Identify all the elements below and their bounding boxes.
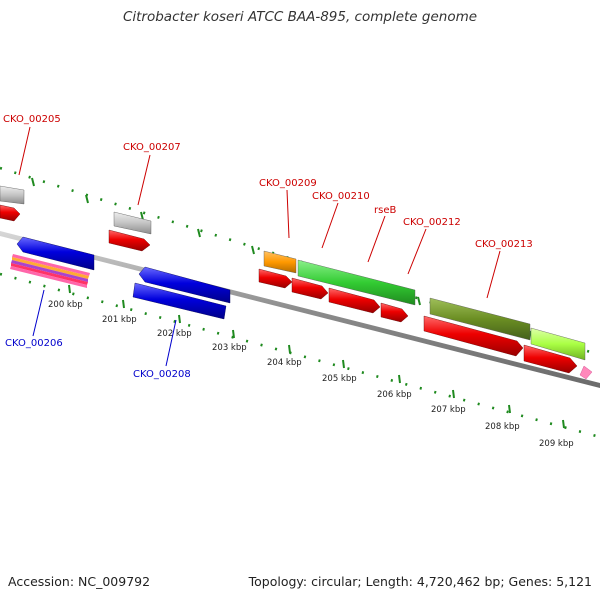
- scale-label: 202 kbp: [157, 329, 192, 339]
- cds-arrow-reverse[interactable]: [138, 266, 231, 304]
- scale-label: 205 kbp: [322, 374, 357, 384]
- outer-feature-track: [0, 185, 586, 361]
- reverse-gene-labels: CKO_00206 CKO_00208: [5, 338, 191, 380]
- gene-label[interactable]: CKO_00210: [312, 191, 370, 202]
- scale-label: 206 kbp: [377, 390, 412, 400]
- inner-major-ticks: [68, 284, 565, 429]
- callout-lines-reverse: [32, 289, 177, 367]
- forward-cds-track: [0, 204, 593, 380]
- striped-feature[interactable]: [10, 254, 90, 288]
- scale-label: 200 kbp: [48, 300, 83, 310]
- feature-gray[interactable]: [0, 185, 25, 205]
- cds-arrow-forward[interactable]: [423, 315, 524, 357]
- cds-arrow-forward[interactable]: [380, 302, 409, 323]
- gene-label[interactable]: CKO_00206: [5, 338, 63, 349]
- gene-label[interactable]: CKO_00208: [133, 369, 191, 380]
- map-title: Citrobacter koseri ATCC BAA-895, complet…: [122, 9, 478, 25]
- scale-label: 204 kbp: [267, 358, 302, 368]
- reverse-cds-track: [16, 236, 231, 320]
- cds-arrow-forward[interactable]: [0, 204, 21, 222]
- scale-label: 208 kbp: [485, 422, 520, 432]
- scale-label: 201 kbp: [102, 315, 137, 325]
- gene-label[interactable]: CKO_00212: [403, 217, 461, 228]
- scale-label: 207 kbp: [431, 405, 466, 415]
- gene-label[interactable]: rseB: [374, 205, 396, 216]
- scale-label: 209 kbp: [539, 439, 574, 449]
- cds-arrow-forward[interactable]: [523, 344, 578, 374]
- topology-text: Topology: circular; Length: 4,720,462 bp…: [248, 574, 592, 589]
- rrna-marker[interactable]: [579, 365, 593, 380]
- gene-label[interactable]: CKO_00213: [475, 239, 533, 250]
- feature-olive[interactable]: [429, 297, 531, 341]
- feature-lime[interactable]: [530, 327, 586, 361]
- gene-label[interactable]: CKO_00205: [3, 114, 61, 125]
- cds-arrow-reverse[interactable]: [16, 236, 95, 271]
- gene-label[interactable]: CKO_00209: [259, 178, 317, 189]
- scale-label: 203 kbp: [212, 343, 247, 353]
- cds-arrow-forward[interactable]: [258, 268, 293, 289]
- accession-text: Accession: NC_009792: [8, 574, 151, 589]
- cds-arrow-forward[interactable]: [291, 277, 329, 300]
- feature-orange[interactable]: [263, 250, 297, 274]
- feature-green[interactable]: [297, 259, 416, 306]
- scale-labels: 200 kbp 201 kbp 202 kbp 203 kbp 204 kbp …: [48, 300, 574, 449]
- cds-arrow-forward[interactable]: [108, 229, 151, 252]
- forward-gene-labels: CKO_00205 CKO_00207 CKO_00209 CKO_00210 …: [3, 114, 533, 250]
- callout-lines: [18, 126, 501, 299]
- cds-arrow-forward[interactable]: [328, 287, 381, 314]
- gene-label[interactable]: CKO_00207: [123, 142, 181, 153]
- feature-gray[interactable]: [113, 211, 152, 235]
- cds-reverse[interactable]: [132, 282, 227, 320]
